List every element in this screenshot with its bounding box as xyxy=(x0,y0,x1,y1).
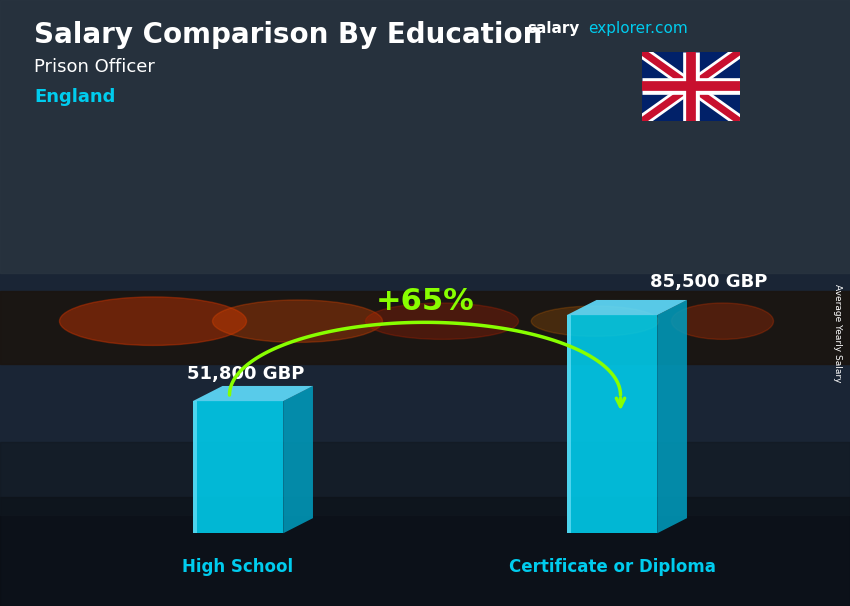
Bar xyxy=(0,442,850,515)
Polygon shape xyxy=(567,315,571,533)
Ellipse shape xyxy=(366,303,518,339)
Text: salary: salary xyxy=(527,21,580,36)
Polygon shape xyxy=(193,401,283,533)
Bar xyxy=(0,291,850,364)
Polygon shape xyxy=(283,386,313,533)
Polygon shape xyxy=(567,300,687,315)
Text: Salary Comparison By Education: Salary Comparison By Education xyxy=(34,21,542,49)
Polygon shape xyxy=(657,300,687,533)
Ellipse shape xyxy=(672,303,774,339)
Text: 85,500 GBP: 85,500 GBP xyxy=(650,273,768,291)
Text: +65%: +65% xyxy=(376,287,474,316)
Ellipse shape xyxy=(60,297,246,345)
Text: Certificate or Diploma: Certificate or Diploma xyxy=(508,558,716,576)
Text: explorer.com: explorer.com xyxy=(588,21,688,36)
Polygon shape xyxy=(193,401,197,533)
Text: Average Yearly Salary: Average Yearly Salary xyxy=(833,284,842,382)
Ellipse shape xyxy=(531,306,659,336)
Text: Prison Officer: Prison Officer xyxy=(34,58,155,76)
Polygon shape xyxy=(567,315,657,533)
Ellipse shape xyxy=(212,300,382,342)
Text: High School: High School xyxy=(183,558,293,576)
Text: England: England xyxy=(34,88,116,106)
Polygon shape xyxy=(193,386,313,401)
Bar xyxy=(0,0,850,273)
Text: 51,800 GBP: 51,800 GBP xyxy=(187,365,304,383)
Bar xyxy=(0,497,850,606)
